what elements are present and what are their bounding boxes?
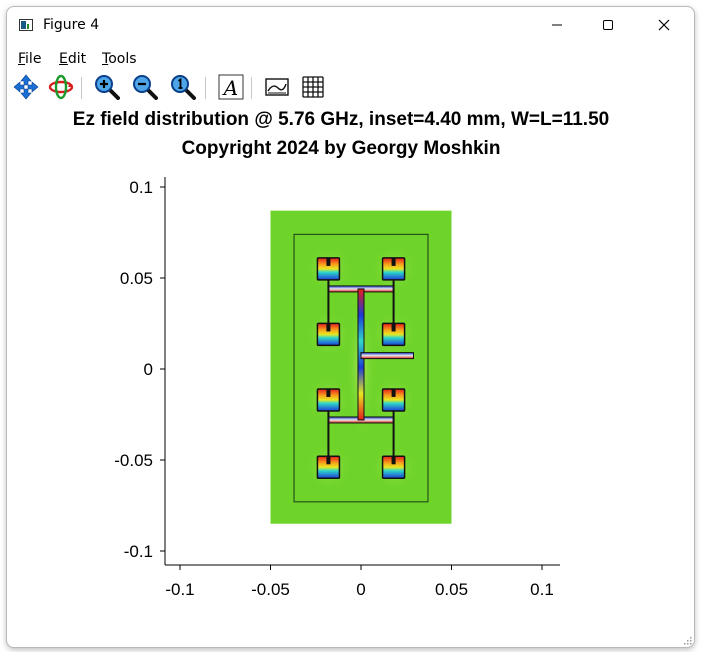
y-tick-label: 0.05 xyxy=(120,269,153,288)
rotate-icon xyxy=(48,74,74,100)
rotate-button[interactable] xyxy=(47,73,75,101)
grid-button[interactable] xyxy=(299,73,327,101)
zoom-out-button[interactable] xyxy=(131,73,159,101)
x-tick-label: 0 xyxy=(356,580,365,599)
patch-inset xyxy=(391,456,396,465)
y-tick-label: -0.1 xyxy=(124,542,153,561)
title-bar[interactable]: Figure 4 xyxy=(7,7,694,43)
menu-edit[interactable]: Edit xyxy=(59,51,87,67)
minimize-icon xyxy=(552,24,562,26)
legend-button[interactable] xyxy=(263,73,291,101)
chart-subtitle: Copyright 2024 by Georgy Moshkin xyxy=(182,138,501,159)
patch-inset xyxy=(391,257,396,266)
zoom-reset-button[interactable] xyxy=(169,73,197,101)
toolbar-separator xyxy=(251,77,252,99)
patch-inset xyxy=(391,323,396,332)
pan-button[interactable] xyxy=(12,73,40,101)
svg-text:A: A xyxy=(222,76,238,100)
menu-bar: File Edit Tools xyxy=(7,47,694,69)
close-button[interactable] xyxy=(641,7,687,43)
y-tick-label: 0 xyxy=(144,360,153,379)
close-icon xyxy=(658,19,670,31)
patch-inset xyxy=(326,388,331,397)
plot-area[interactable]: Ez field distribution @ 5.76 GHz, inset=… xyxy=(7,7,694,647)
y-tick-label: 0.1 xyxy=(129,178,153,197)
zoom-reset-icon xyxy=(171,75,196,100)
x-tick-label: 0.1 xyxy=(530,580,554,599)
maximize-button[interactable] xyxy=(585,7,631,43)
text-icon: A xyxy=(218,74,244,100)
figure-app-icon xyxy=(19,19,33,31)
window-title: Figure 4 xyxy=(43,17,100,33)
y-tick-label: -0.05 xyxy=(114,451,153,470)
toolbar-separator xyxy=(205,77,206,99)
x-tick-label: 0.05 xyxy=(435,580,468,599)
figure-window: Figure 4 File Edit Tools xyxy=(6,6,695,648)
toolbar-separator xyxy=(81,77,82,99)
ground-outline xyxy=(293,233,429,503)
chart-title: Ez field distribution @ 5.76 GHz, inset=… xyxy=(73,109,609,130)
pan-icon xyxy=(13,74,39,100)
patch-inset xyxy=(326,456,331,465)
text-button[interactable]: A xyxy=(217,73,245,101)
toolbar: A xyxy=(7,73,694,105)
patch-inset xyxy=(391,388,396,397)
menu-tools[interactable]: Tools xyxy=(102,51,137,67)
patch-inset xyxy=(326,323,331,332)
legend-icon xyxy=(265,78,289,96)
zoom-in-icon xyxy=(95,75,120,100)
x-tick-label: -0.1 xyxy=(165,580,194,599)
resize-grip-icon[interactable] xyxy=(682,635,692,645)
minimize-button[interactable] xyxy=(534,7,580,43)
maximize-icon xyxy=(603,20,613,30)
zoom-in-button[interactable] xyxy=(93,73,121,101)
x-tick-label: -0.05 xyxy=(251,580,290,599)
menu-file[interactable]: File xyxy=(18,51,42,67)
patch-inset xyxy=(326,257,331,266)
grid-icon xyxy=(302,76,324,98)
zoom-out-icon xyxy=(133,75,158,100)
feed-port xyxy=(360,352,414,360)
